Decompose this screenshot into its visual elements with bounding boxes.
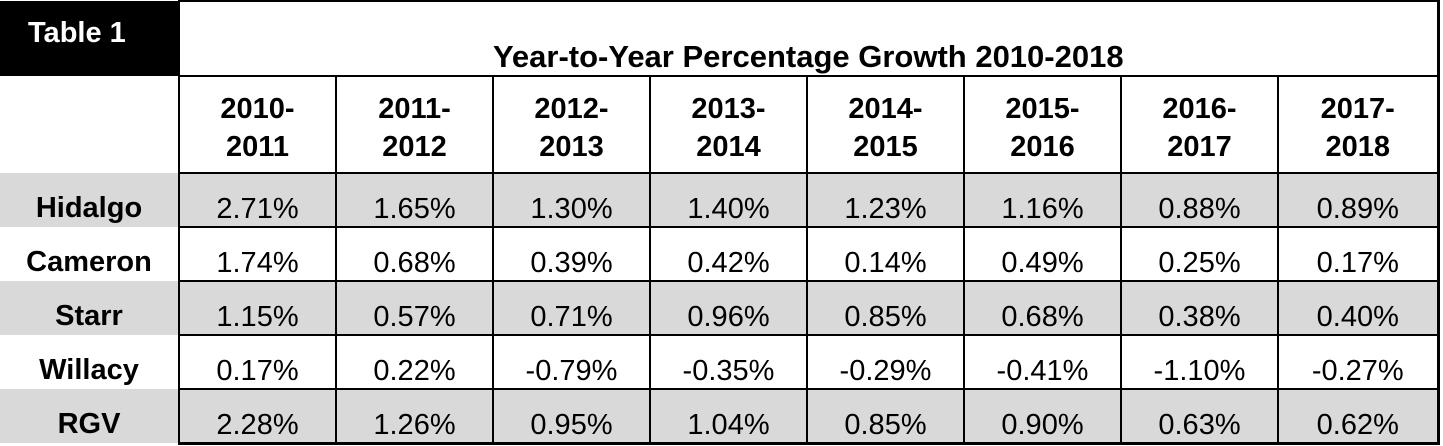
period-end-label: 2014: [696, 131, 761, 163]
table-cell: 0.85%: [806, 281, 964, 336]
table-cell: 0.68%: [963, 281, 1121, 336]
row-label: Starr: [0, 281, 179, 335]
period-start-label: 2016-: [1162, 93, 1237, 125]
table-cell: -0.27%: [1276, 335, 1440, 390]
table-cell: -0.79%: [492, 335, 650, 390]
table-cell: 2.71%: [178, 173, 336, 228]
period-end-label: 2017: [1167, 131, 1232, 163]
period-start-label: 2010-: [220, 93, 295, 125]
table-cell: 0.14%: [806, 227, 964, 282]
column-header-period: 2013- 2014: [649, 76, 807, 174]
table-cell: 0.25%: [1120, 227, 1278, 282]
table-cell: 0.68%: [335, 227, 493, 282]
row-label: RGV: [0, 389, 179, 443]
row-header-corner: [0, 76, 179, 173]
column-header-period: 2016- 2017: [1120, 76, 1278, 174]
period-start-label: 2012-: [534, 93, 609, 125]
column-header-period: 2010- 2011: [178, 76, 336, 174]
table-cell: 0.85%: [806, 389, 964, 445]
period-start-label: 2011-: [378, 93, 451, 125]
table-row: Starr 1.15% 0.57% 0.71% 0.96% 0.85% 0.68% 0.38%…: [0, 281, 1440, 336]
column-header-period: 2015- 2016: [963, 76, 1121, 174]
table-cell: 1.40%: [649, 173, 807, 228]
table-cell: 0.62%: [1276, 389, 1440, 445]
table-cell: 0.71%: [492, 281, 650, 336]
period-start-label: 2015-: [1005, 93, 1080, 125]
column-header-period: 2014- 2015: [806, 76, 964, 174]
table-cell: -0.29%: [806, 335, 964, 390]
table-cell: -0.35%: [649, 335, 807, 390]
column-header-period: 2017- 2018: [1276, 76, 1440, 174]
column-header-period: 2011- 2012: [335, 76, 493, 174]
table-cell: -1.10%: [1120, 335, 1278, 390]
period-end-label: 2012: [382, 131, 447, 163]
table-cell: 0.17%: [1276, 227, 1440, 282]
table-cell: 0.38%: [1120, 281, 1278, 336]
period-start-label: 2014-: [848, 93, 923, 125]
period-end-label: 2013: [539, 131, 604, 163]
table-title: Year-to-Year Percentage Growth 2010-2018: [177, 0, 1440, 77]
table-row: Cameron 1.74% 0.68% 0.39% 0.42% 0.14% 0.49% 0.2…: [0, 227, 1440, 282]
period-start-label: 2013-: [691, 93, 766, 125]
table-cell: 0.88%: [1120, 173, 1278, 228]
period-start-label: 2017-: [1320, 93, 1395, 125]
period-header-row: 2010- 2011 2011- 2012 2012- 2013 2013- 2014 2014…: [0, 76, 1440, 174]
table-cell: 0.89%: [1276, 173, 1440, 228]
table-cell: 0.63%: [1120, 389, 1278, 445]
table-cell: 1.65%: [335, 173, 493, 228]
table-cell: 0.42%: [649, 227, 807, 282]
table-cell: 0.17%: [178, 335, 336, 390]
table-cell: 1.15%: [178, 281, 336, 336]
table-cell: 0.40%: [1276, 281, 1440, 336]
table-cell: 0.96%: [649, 281, 807, 336]
table-cell: 0.95%: [492, 389, 650, 445]
period-end-label: 2018: [1325, 131, 1391, 163]
period-end-label: 2011: [226, 131, 289, 163]
row-label: Cameron: [26, 246, 152, 278]
period-end-label: 2016: [1010, 131, 1075, 163]
table-cell: 1.30%: [492, 173, 650, 228]
table-cell: 0.39%: [492, 227, 650, 282]
table-cell: 1.74%: [178, 227, 336, 282]
table-cell: 1.23%: [806, 173, 964, 228]
table-row: Willacy 0.17% 0.22% -0.79% -0.35% -0.29% -0.41…: [0, 335, 1440, 390]
table-cell: -0.41%: [963, 335, 1121, 390]
table-cell: 2.28%: [178, 389, 336, 445]
column-header-period: 2012- 2013: [492, 76, 650, 174]
row-label: Hidalgo: [0, 173, 179, 227]
table-cell: 0.49%: [963, 227, 1121, 282]
title-row: Table 1 Year-to-Year Percentage Growth 2…: [0, 0, 1440, 77]
table-tag: Table 1: [0, 1, 179, 76]
table-row: RGV 2.28% 1.26% 0.95% 1.04% 0.85% 0.90% 0.63% 0.…: [0, 389, 1440, 445]
table-cell: 1.04%: [649, 389, 807, 445]
table-row: Hidalgo 2.71% 1.65% 1.30% 1.40% 1.23% 1.16% 0.8…: [0, 173, 1440, 228]
table-cell: 0.90%: [963, 389, 1121, 445]
period-end-label: 2015: [853, 131, 918, 163]
row-label: Willacy: [39, 354, 139, 386]
table-cell: 0.57%: [335, 281, 493, 336]
table-cell: 1.16%: [963, 173, 1121, 228]
table-cell: 1.26%: [335, 389, 493, 445]
table-cell: 0.22%: [335, 335, 493, 390]
